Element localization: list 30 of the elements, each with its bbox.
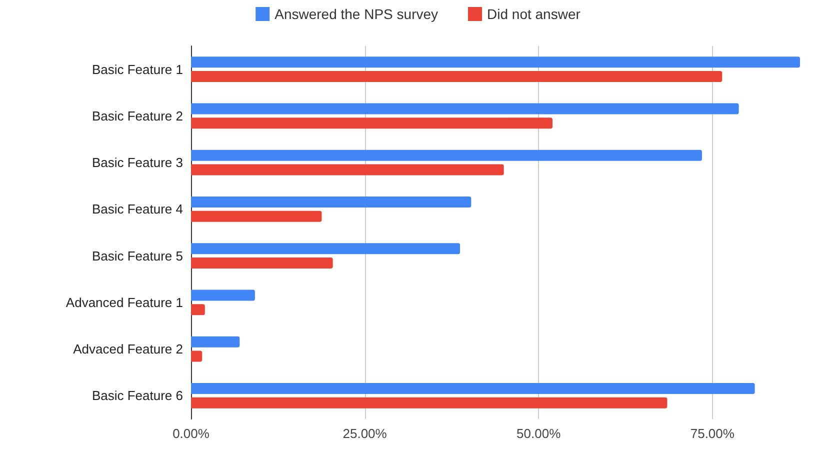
bar — [191, 397, 668, 408]
bar — [191, 150, 702, 161]
bar — [191, 336, 240, 348]
bar — [191, 103, 739, 114]
x-tick-label: 75.00% — [690, 426, 735, 441]
bar — [191, 196, 472, 208]
y-tick-label: Basic Feature 6 — [92, 388, 183, 404]
bar — [191, 257, 333, 268]
y-tick-label: Basic Feature 1 — [92, 62, 183, 77]
y-tick-label: Basic Feature 3 — [92, 155, 183, 170]
bar — [191, 304, 205, 316]
bar — [191, 350, 202, 362]
x-tick-label: 0.00% — [172, 426, 210, 441]
y-tick-label: Basic Feature 2 — [92, 108, 183, 124]
bar — [191, 70, 722, 82]
bar — [191, 290, 255, 301]
y-tick-label: Advanced Feature 1 — [66, 294, 183, 310]
x-tick-label: 25.00% — [342, 426, 388, 441]
y-tick-label: Advaced Feature 2 — [73, 342, 183, 357]
y-tick-label: Basic Feature 4 — [92, 202, 183, 217]
legend-label: Answered the NPS survey — [274, 6, 438, 22]
y-tick-label: Basic Feature 5 — [92, 248, 183, 264]
bar — [191, 164, 504, 176]
legend-label: Did not answer — [487, 6, 581, 22]
bar — [191, 118, 553, 129]
x-tick-label: 50.00% — [516, 426, 562, 441]
bar — [191, 56, 800, 68]
bar — [191, 243, 460, 254]
bar — [191, 210, 322, 222]
bar — [191, 383, 755, 394]
